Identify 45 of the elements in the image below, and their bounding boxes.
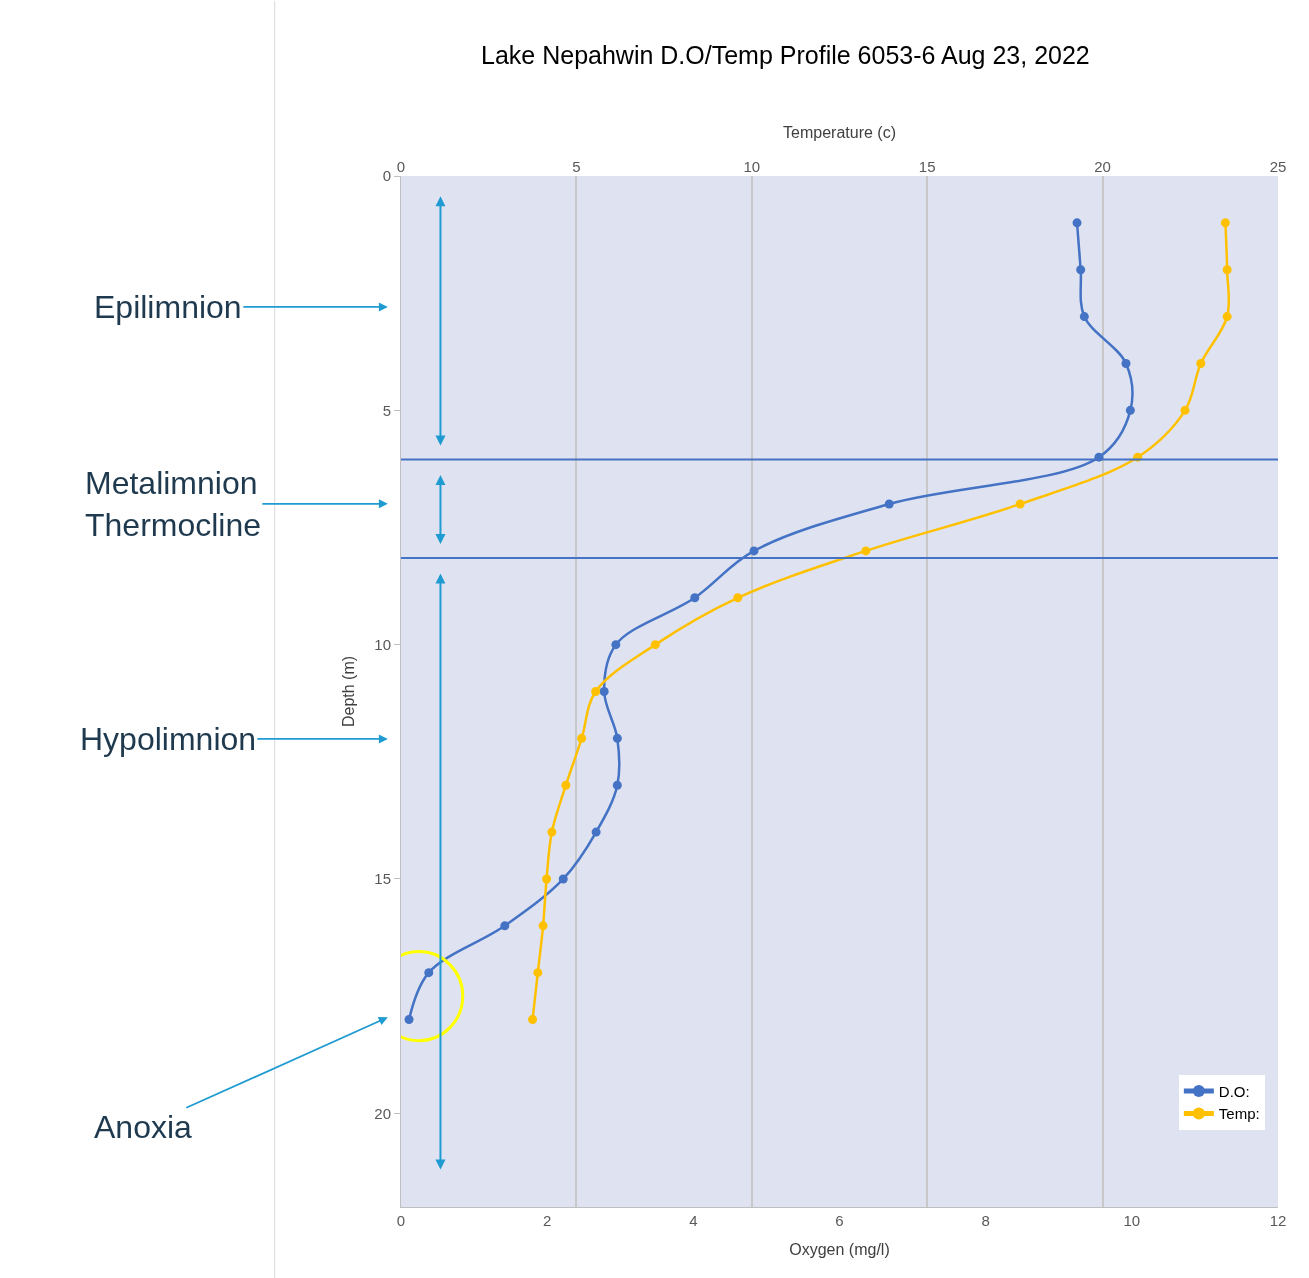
text: Hypolimnion (80, 721, 257, 757)
chart-title: Lake Nepahwin D.O/Temp Profile 6053-6 Aug 23, 2022 (481, 40, 1090, 69)
x2-tick-label: 15 (918, 158, 936, 175)
x-tick-label: 2 (543, 1212, 552, 1229)
point (884, 499, 894, 509)
x-tick-label: 8 (981, 1212, 990, 1229)
x-tick-label: 10 (1123, 1212, 1141, 1229)
point (1072, 218, 1082, 228)
point (424, 968, 434, 978)
point (749, 546, 759, 556)
y-tick-label: 10 (374, 635, 391, 653)
point (591, 827, 601, 837)
y-tick-label: 0 (382, 167, 391, 185)
x-axis-title: Oxygen (mg/l) (789, 1240, 890, 1258)
x-tick-label: 12 (1269, 1212, 1287, 1229)
point (404, 1015, 414, 1025)
x2-tick-label: 10 (743, 158, 761, 175)
x2-tick-label: 5 (572, 158, 581, 175)
x-tick-label: 4 (689, 1212, 698, 1229)
text: Epilimnion (94, 289, 242, 325)
point (1079, 312, 1089, 322)
point (500, 921, 510, 931)
point (1076, 265, 1086, 275)
x2-axis-title: Temperature (c) (783, 123, 896, 141)
y-axis-title: Depth (m) (340, 655, 358, 728)
y-tick-label: 20 (374, 1104, 391, 1122)
point (599, 687, 609, 696)
x2-tick-label: 0 (396, 158, 406, 175)
text: Metalimnion Thermocline (85, 465, 262, 543)
point (690, 593, 700, 603)
point (611, 640, 621, 650)
y-tick-label: 15 (374, 870, 391, 888)
x-tick-label: 6 (835, 1212, 844, 1229)
legend-label: Temp: (1218, 1105, 1260, 1123)
point (612, 780, 622, 790)
legend-label: D.O: (1218, 1082, 1250, 1100)
point (1125, 405, 1135, 415)
text: Anoxia (94, 1109, 193, 1145)
y-tick-label: 5 (382, 401, 391, 419)
x-tick-label: 0 (396, 1212, 406, 1229)
x2-tick-label: 25 (1269, 158, 1287, 175)
point (612, 733, 622, 743)
point (558, 874, 568, 884)
x2-tick-label: 20 (1094, 158, 1111, 175)
point (1121, 358, 1131, 368)
